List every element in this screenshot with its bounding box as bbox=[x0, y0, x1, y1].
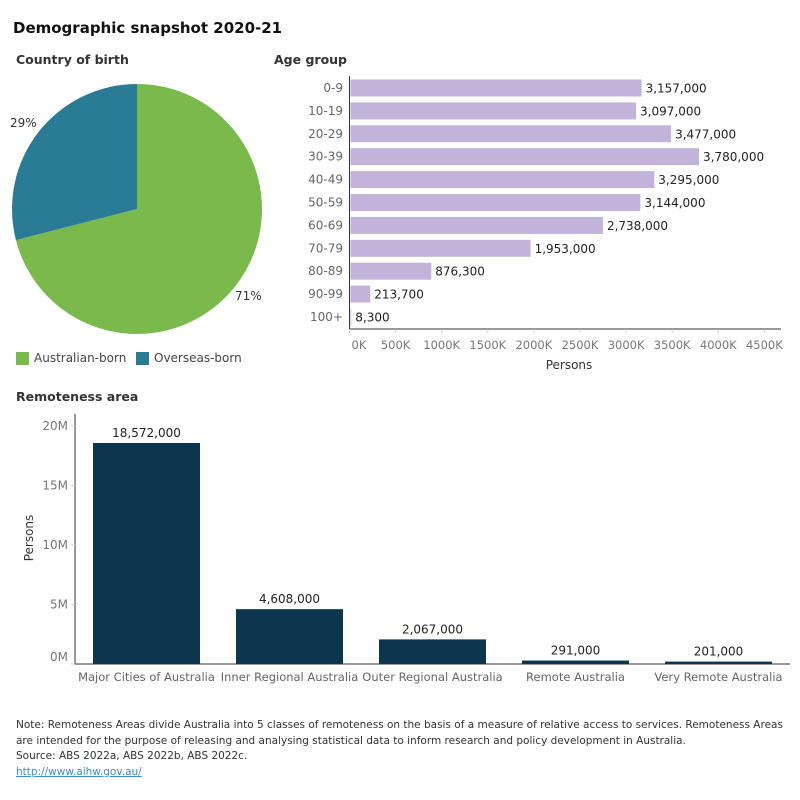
age-data-label: 1,953,000 bbox=[535, 242, 596, 256]
remoteness-bar bbox=[93, 442, 200, 664]
age-bar bbox=[350, 125, 672, 143]
age-bar bbox=[350, 308, 352, 326]
age-tick-label: 0-9 bbox=[323, 81, 343, 95]
footer-note: Note: Remoteness Areas divide Australia … bbox=[16, 719, 783, 747]
remoteness-chart-title: Remoteness area bbox=[16, 389, 139, 404]
remoteness-bar bbox=[379, 639, 486, 664]
age-chart-title: Age group bbox=[274, 52, 347, 67]
remoteness-bar bbox=[236, 609, 343, 664]
remoteness-bar bbox=[522, 660, 629, 664]
remoteness-y-tick-label: 15M bbox=[42, 479, 68, 493]
pie-slice-overseas-born bbox=[11, 84, 138, 241]
age-x-tick-label: 2500K bbox=[562, 338, 599, 352]
age-data-label: 3,097,000 bbox=[640, 104, 701, 118]
age-data-label: 2,738,000 bbox=[607, 219, 668, 233]
age-x-tick-label: 4500K bbox=[746, 338, 783, 352]
age-tick-label: 70-79 bbox=[308, 241, 343, 255]
age-bar bbox=[350, 216, 603, 234]
remoteness-data-label: 201,000 bbox=[694, 645, 744, 659]
age-tick-label: 90-99 bbox=[308, 287, 343, 301]
age-data-label: 3,295,000 bbox=[658, 173, 719, 187]
age-data-label: 8,300 bbox=[355, 311, 389, 325]
age-tick-label: 20-29 bbox=[308, 127, 343, 141]
remoteness-data-label: 291,000 bbox=[551, 644, 601, 658]
remoteness-y-tick-label: 0M bbox=[50, 650, 68, 664]
age-bar bbox=[350, 79, 642, 97]
age-bar bbox=[350, 102, 637, 120]
age-x-tick-label: 1000K bbox=[423, 338, 460, 352]
aihw-link[interactable]: http://www.aihw.gov.au/ bbox=[16, 766, 142, 778]
age-x-tick-label: 3500K bbox=[654, 338, 691, 352]
remoteness-x-tick-label: Inner Regional Australia bbox=[221, 670, 359, 684]
remoteness-y-tick-label: 20M bbox=[42, 419, 68, 433]
pie-title: Country of birth bbox=[16, 52, 129, 67]
remoteness-data-label: 4,608,000 bbox=[259, 592, 320, 606]
legend-item-overseas-born[interactable]: Overseas-born bbox=[136, 351, 242, 365]
age-x-axis-title: Persons bbox=[546, 358, 593, 372]
footer-source: Source: ABS 2022a, ABS 2022b, ABS 2022c. bbox=[16, 750, 248, 762]
age-tick-label: 50-59 bbox=[308, 196, 343, 210]
age-x-tick-label: 3000K bbox=[608, 338, 645, 352]
remoteness-y-tick-label: 10M bbox=[42, 538, 68, 552]
age-data-label: 3,780,000 bbox=[703, 150, 764, 164]
pie-slice-australian-born bbox=[15, 84, 263, 334]
age-tick-label: 40-49 bbox=[308, 173, 343, 187]
age-data-label: 213,700 bbox=[374, 288, 424, 302]
remoteness-x-tick-label: Very Remote Australia bbox=[654, 670, 782, 684]
age-tick-label: 30-39 bbox=[308, 150, 343, 164]
age-x-tick-label: 1500K bbox=[469, 338, 506, 352]
age-x-tick-label: 2000K bbox=[515, 338, 552, 352]
age-bar bbox=[350, 239, 531, 257]
age-tick-label: 10-19 bbox=[308, 104, 343, 118]
age-data-label: 876,300 bbox=[435, 265, 485, 279]
age-data-label: 3,477,000 bbox=[675, 127, 736, 141]
age-bar bbox=[350, 148, 700, 166]
age-x-tick-label: 0K bbox=[352, 338, 367, 352]
age-bar bbox=[350, 285, 371, 303]
remoteness-bar bbox=[665, 661, 772, 664]
age-tick-label: 60-69 bbox=[308, 218, 343, 232]
age-x-tick-label: 500K bbox=[381, 338, 411, 352]
pie-label: 29% bbox=[10, 116, 37, 130]
age-data-label: 3,157,000 bbox=[646, 82, 707, 96]
page-title: Demographic snapshot 2020-21 bbox=[13, 19, 283, 37]
age-bar bbox=[350, 262, 432, 280]
pie-label: 71% bbox=[235, 289, 262, 303]
remoteness-y-tick-label: 5M bbox=[50, 598, 68, 612]
legend-item-australian-born[interactable]: Australian-born bbox=[16, 351, 126, 365]
age-tick-label: 100+ bbox=[310, 310, 343, 324]
age-bar bbox=[350, 194, 641, 211]
remoteness-x-tick-label: Major Cities of Australia bbox=[78, 670, 215, 684]
age-data-label: 3,144,000 bbox=[644, 196, 705, 210]
remoteness-data-label: 18,572,000 bbox=[112, 426, 181, 440]
remoteness-y-axis-title: Persons bbox=[22, 515, 36, 562]
legend-swatch bbox=[16, 351, 29, 365]
remoteness-x-tick-label: Outer Regional Australia bbox=[362, 670, 502, 684]
remoteness-x-tick-label: Remote Australia bbox=[526, 670, 625, 684]
legend-label: Australian-born bbox=[34, 351, 127, 365]
age-bar bbox=[350, 171, 655, 189]
legend-label: Overseas-born bbox=[154, 351, 242, 365]
legend-swatch bbox=[136, 351, 149, 365]
age-tick-label: 80-89 bbox=[308, 264, 343, 278]
remoteness-data-label: 2,067,000 bbox=[402, 622, 463, 636]
age-x-tick-label: 4000K bbox=[700, 338, 737, 352]
